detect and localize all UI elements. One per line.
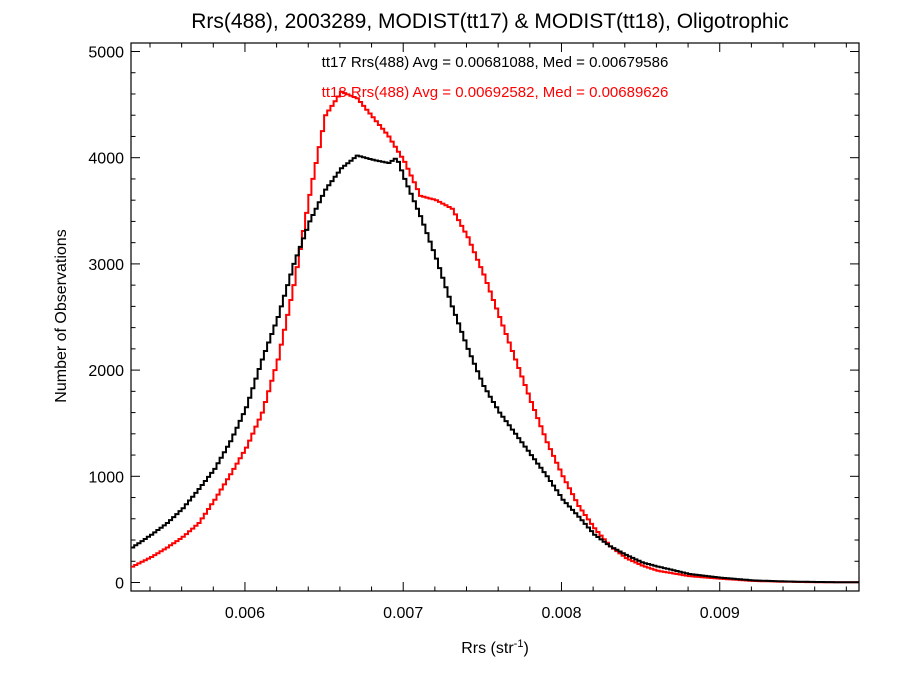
y-tick-label: 4000 — [88, 151, 124, 168]
y-tick-label: 1000 — [88, 469, 124, 486]
series-tt18-line — [131, 90, 859, 584]
y-tick-label: 0 — [115, 576, 124, 593]
y-tick-label: 2000 — [88, 363, 124, 380]
x-axis-label: Rrs (str-1) — [461, 638, 529, 657]
axis-ticks — [131, 43, 859, 591]
series-layer — [131, 90, 859, 584]
y-tick-label: 5000 — [88, 44, 124, 61]
y-tick-label: 3000 — [88, 257, 124, 274]
x-tick-label: 0.007 — [383, 605, 423, 622]
x-axis-label-main: Rrs (str — [461, 640, 514, 657]
annotation-tt17: tt17 Rrs(488) Avg = 0.00681088, Med = 0.… — [322, 54, 669, 71]
series-tt17-line — [131, 154, 859, 584]
y-axis-label: Number of Observations — [53, 229, 70, 402]
x-tick-label: 0.008 — [541, 605, 581, 622]
tick-labels: 0.006 0.007 0.008 0.009 0 1000 2000 3000 4000 500… — [88, 44, 739, 622]
x-tick-label: 0.006 — [225, 605, 265, 622]
x-axis-label-superscript: -1 — [514, 638, 524, 650]
x-tick-label: 0.009 — [700, 605, 740, 622]
plot-frame — [130, 42, 860, 592]
x-axis-label-suffix: ) — [523, 640, 528, 657]
annotation-tt18: tt18 Rrs(488) Avg = 0.00692582, Med = 0.… — [322, 84, 669, 101]
chart-title: Rrs(488), 2003289, MODIST(tt17) & MODIST… — [191, 10, 789, 33]
